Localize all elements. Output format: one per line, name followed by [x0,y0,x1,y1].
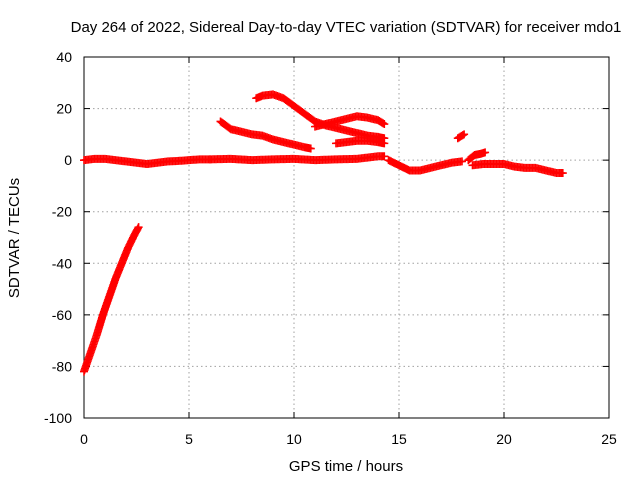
data-point [306,144,315,153]
x-tick-label: 5 [185,431,193,447]
series-arc-a [216,117,315,153]
y-tick-label: -20 [52,204,72,220]
grid [84,57,609,418]
data-point [380,152,389,161]
data-point [558,169,567,178]
data-point [458,157,466,166]
x-tick-label: 15 [391,431,407,447]
x-tick-label: 20 [496,431,512,447]
series-arc-d [332,136,389,148]
axis-ticks: 0 5 10 15 20 25 -100 -80 -60 -40 -20 0 20 40 [44,49,617,447]
y-axis-label: SDTVAR / TECUs [6,178,23,298]
series-short-17.8 [453,130,469,143]
chart-title: Day 264 of 2022, Sidereal Day-to-day VTE… [71,19,622,36]
y-tick-label: 20 [56,101,72,117]
data-point [134,223,143,232]
plot-frame [83,56,610,419]
x-axis-label: GPS time / hours [289,458,403,475]
series-dip [384,156,466,175]
y-tick-label: -60 [52,307,72,323]
data-point [481,148,490,157]
series-baseline-late [468,160,567,178]
data-point [460,130,469,139]
y-tick-label: -80 [52,358,72,374]
series-short-18.5 [464,148,490,165]
x-tick-label: 10 [286,431,302,447]
series-baseline-early [80,154,214,169]
series-initial-ramp [80,223,143,376]
y-tick-label: 0 [64,152,72,168]
series-arc-c [311,112,389,131]
data-point [380,139,389,148]
x-tick-label: 25 [601,431,617,447]
y-tick-label: -40 [52,255,72,271]
y-tick-label: 40 [56,49,72,65]
y-tick-label: -100 [44,410,72,426]
series-baseline-mid [206,152,389,165]
data-point [380,120,389,129]
x-tick-label: 0 [80,431,88,447]
data-points [80,90,567,376]
